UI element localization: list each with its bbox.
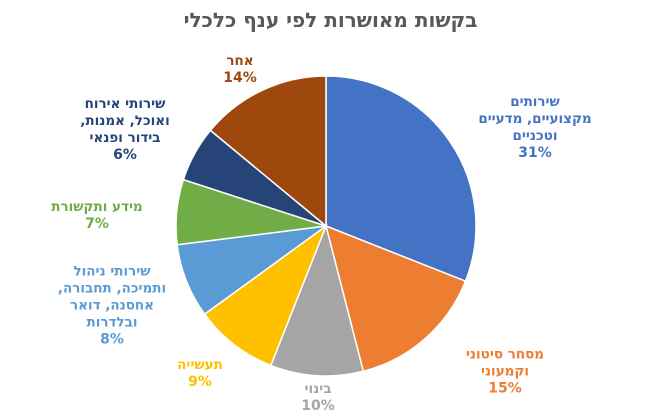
slice-label-line: אחר xyxy=(226,53,254,69)
slice-label-1: מסחר סיטוני וקמעוני 15% xyxy=(466,347,544,398)
pie-slice-2 xyxy=(269,223,365,377)
pie-slice-3 xyxy=(203,223,328,367)
slice-percent: 9% xyxy=(188,374,212,390)
slice-label-6: שירותי אירוח ואוכל, אמנות, בידור ופנאי 6% xyxy=(80,96,169,164)
slice-label-line: מקצועיים, מדעיים xyxy=(478,111,592,127)
slice-label-line: וטכניים xyxy=(512,128,558,144)
slice-label-line: ואוכל, אמנות, xyxy=(80,113,170,129)
slice-label-7: אחר 14% xyxy=(223,53,257,87)
chart-title: בקשות מאושרות לפי ענף כלכלי xyxy=(183,8,478,32)
slice-percent: 31% xyxy=(518,145,552,161)
slice-label-line: בינוי xyxy=(304,381,332,397)
slice-label-line: ובלדרות xyxy=(86,314,138,331)
pie-slice-0 xyxy=(325,75,477,283)
slice-percent: 6% xyxy=(113,147,137,163)
pie-slice-7 xyxy=(209,75,327,228)
slice-label-line: וקמעוני xyxy=(480,363,530,380)
slice-label-3: תעשייה 9% xyxy=(177,357,223,391)
slice-label-2: בינוי 10% xyxy=(301,381,335,415)
slice-label-4: שירותי ניהול ותמיכה, תחבורה, אחסנה, דואר וב… xyxy=(58,264,166,349)
slice-percent: 10% xyxy=(301,398,335,414)
slice-percent: 8% xyxy=(100,331,124,348)
slice-label-line: שירותי אירוח xyxy=(84,96,166,112)
slice-label-0: שירותים מקצועיים, מדעיים וטכניים 31% xyxy=(478,94,591,162)
slice-label-line: שירותי ניהול xyxy=(73,263,151,280)
slice-percent: 15% xyxy=(488,380,522,397)
slice-label-line: אחסנה, דואר xyxy=(69,297,155,314)
slice-label-line: מידע ותקשורת xyxy=(51,199,143,215)
slice-label-line: שירותים xyxy=(510,94,560,110)
slice-label-line: בידור ופנאי xyxy=(89,130,161,146)
slice-label-5: מידע ותקשורת 7% xyxy=(51,199,142,233)
slice-label-line: תעשייה xyxy=(177,357,223,373)
pie-slice-1 xyxy=(324,224,467,373)
slice-percent: 7% xyxy=(85,216,109,232)
slice-label-line: מסחר סיטוני xyxy=(465,346,545,363)
slice-label-line: ותמיכה, תחבורה, xyxy=(57,280,167,297)
slice-percent: 14% xyxy=(223,70,257,86)
